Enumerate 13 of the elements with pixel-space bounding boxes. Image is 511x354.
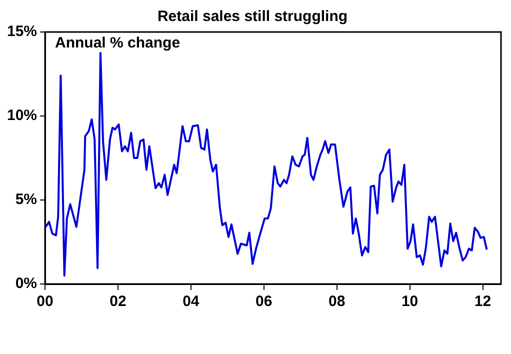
y-tick-label: 15% — [6, 23, 38, 40]
y-tick-label: 0% — [15, 275, 38, 292]
y-tick-label: 5% — [15, 191, 38, 208]
x-tick-label: 10 — [401, 293, 418, 310]
chart-title: Retail sales still struggling — [157, 8, 348, 26]
x-tick-label: 08 — [328, 293, 346, 310]
x-tick-label: 06 — [256, 293, 272, 310]
y-tick-label: 10% — [6, 107, 38, 124]
x-tick-label: 02 — [110, 293, 126, 310]
x-tick-label: 12 — [474, 293, 492, 310]
x-tick-label: 04 — [182, 293, 200, 310]
x-tick-label: 00 — [36, 293, 54, 310]
annotation: Annual % change — [55, 34, 180, 52]
